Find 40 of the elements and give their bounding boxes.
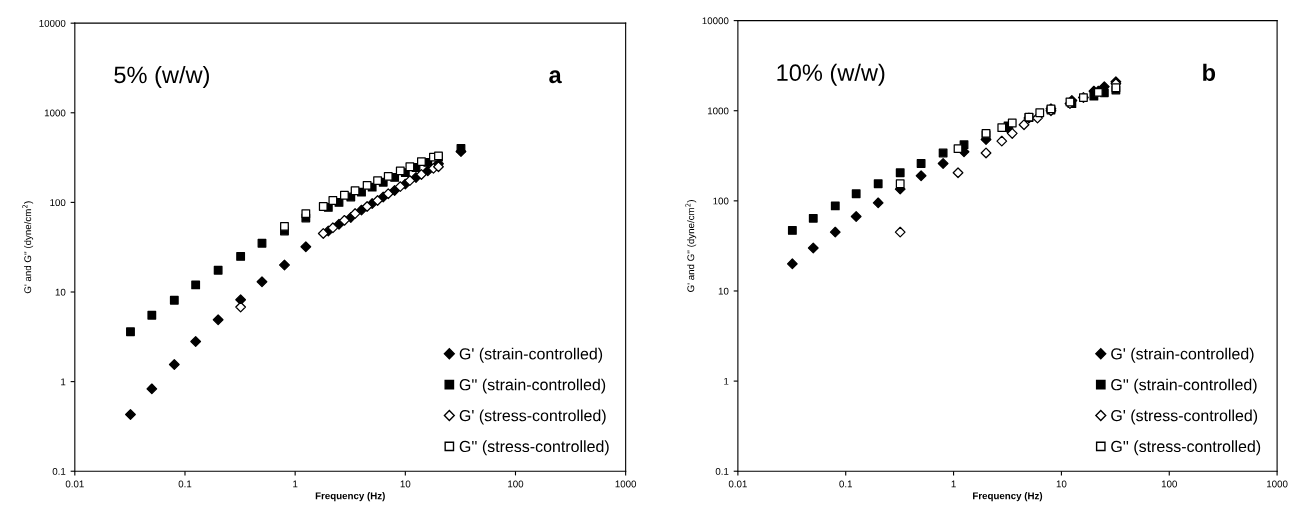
x-tick-label: 10 [1056, 480, 1067, 488]
legend-label: G' (stress-controlled) [1111, 409, 1258, 425]
annotation: b [1203, 63, 1216, 82]
y-tick-label: 1 [724, 377, 729, 385]
y-tick-label: 0.1 [52, 467, 66, 475]
x-tick-label: 1 [293, 480, 298, 488]
x-tick-label: 1 [951, 480, 956, 488]
legend-label: G'' (stress-controlled) [1111, 440, 1261, 456]
legend-label: G'' (stress-controlled) [459, 440, 609, 456]
y-tick-label: 100 [50, 199, 66, 207]
y-tick-label: 0.1 [715, 467, 729, 475]
y-tick-label: 10 [55, 288, 66, 296]
legend-label: G' (strain-controlled) [459, 347, 603, 363]
annotation: 5% (w/w) [114, 65, 209, 88]
x-axis-title: Frequency (Hz) [315, 492, 385, 502]
legend-label: G' (strain-controlled) [1111, 347, 1254, 363]
x-tick-label: 0.1 [839, 480, 853, 488]
x-tick-label: 1000 [1267, 480, 1288, 488]
y-tick-label: 10000 [39, 19, 66, 27]
x-tick-label: 0.01 [728, 480, 747, 488]
x-tick-label: 10 [400, 480, 411, 488]
x-tick-label: 100 [1161, 480, 1177, 488]
legend-label: G'' (strain-controlled) [459, 378, 606, 394]
y-tick-label: 100 [713, 197, 729, 205]
y-tick-label: 1 [61, 378, 66, 386]
y-tick-label: 10000 [702, 17, 729, 25]
annotation: a [549, 70, 562, 84]
x-axis-title: Frequency (Hz) [973, 492, 1043, 502]
y-tick-label: 1000 [44, 109, 66, 117]
x-tick-label: 0.01 [65, 480, 84, 488]
y-axis-title: G' and G'' (dyne/cm$^{2}$) [22, 201, 34, 294]
legend-label: G'' (strain-controlled) [1111, 378, 1257, 394]
y-tick-label: 1000 [707, 107, 729, 115]
y-tick-label: 10 [718, 287, 729, 295]
y-axis-title: G' and G'' (dyne/cm$^{2}$) [685, 200, 697, 292]
legend-label: G' (stress-controlled) [459, 409, 606, 425]
x-tick-label: 100 [508, 480, 524, 488]
x-tick-label: 0.1 [178, 480, 192, 488]
x-tick-label: 1000 [615, 480, 637, 488]
annotation: 10% (w/w) [777, 63, 885, 86]
